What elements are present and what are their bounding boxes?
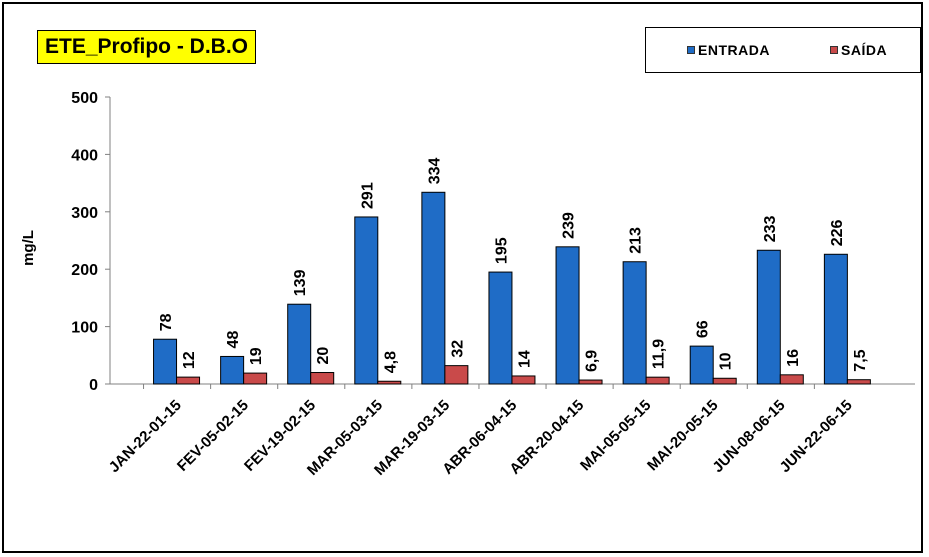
data-label-saida: 6,9 [584, 350, 601, 372]
legend-item-entrada: ENTRADA [687, 42, 770, 58]
data-label-entrada: 78 [158, 313, 175, 331]
bar-entrada [756, 249, 781, 385]
bar-entrada [220, 355, 245, 385]
y-tick-label: 300 [71, 205, 98, 222]
y-tick-label: 400 [71, 147, 98, 164]
x-category-label: JAN-22-01-15 [106, 397, 185, 476]
bar-saida [377, 380, 402, 385]
legend: ENTRADA SAÍDA [645, 27, 921, 73]
chart-title: ETE_Profipo - D.B.O [37, 30, 257, 64]
bar-saida [712, 377, 737, 385]
data-label-entrada: 195 [493, 237, 510, 264]
bar-saida [444, 365, 469, 385]
bar-saida [243, 372, 268, 385]
bar-entrada [622, 261, 647, 385]
bar-entrada [823, 253, 848, 385]
data-label-saida: 10 [718, 352, 735, 370]
legend-item-saida: SAÍDA [830, 42, 887, 58]
bar-saida [310, 372, 335, 385]
bar-saida [511, 375, 536, 385]
bar-saida [645, 376, 670, 385]
x-category-label: MAI-05-05-15 [577, 397, 654, 474]
y-tick-label: 200 [71, 262, 98, 279]
legend-label-saida: SAÍDA [841, 42, 888, 58]
bar-entrada [354, 216, 379, 385]
data-label-saida: 19 [248, 347, 265, 365]
bar-entrada [421, 191, 446, 385]
data-label-saida: 11,9 [651, 339, 668, 369]
bar-saida [578, 379, 603, 385]
data-label-saida: 7,5 [852, 349, 869, 371]
data-label-saida: 16 [785, 349, 802, 367]
data-label-entrada: 66 [695, 320, 712, 338]
data-label-entrada: 334 [426, 157, 443, 184]
y-tick-label: 100 [71, 320, 98, 337]
data-label-saida: 12 [181, 351, 198, 369]
y-axis-label: mg/L [20, 230, 37, 266]
data-label-entrada: 233 [762, 215, 779, 242]
data-label-saida: 4,8 [382, 351, 399, 373]
legend-swatch-saida [830, 46, 838, 54]
bar-entrada [488, 271, 513, 385]
y-tick-label: 0 [89, 377, 98, 394]
data-label-saida: 20 [315, 347, 332, 365]
data-label-entrada: 226 [829, 219, 846, 246]
bar-entrada [689, 345, 714, 385]
legend-label-entrada: ENTRADA [698, 42, 770, 58]
data-label-entrada: 213 [628, 227, 645, 254]
bar-saida [176, 376, 201, 385]
data-label-saida: 14 [516, 350, 533, 368]
data-label-entrada: 291 [359, 182, 376, 209]
legend-swatch-entrada [687, 46, 695, 54]
data-label-entrada: 48 [225, 331, 242, 349]
data-label-entrada: 139 [292, 269, 309, 296]
bar-entrada [153, 338, 178, 385]
bar-saida [846, 379, 871, 385]
data-label-entrada: 239 [561, 212, 578, 239]
bar-saida [779, 374, 804, 385]
bar-entrada [287, 303, 312, 385]
data-label-saida: 32 [449, 340, 466, 358]
y-tick-label: 500 [71, 90, 98, 107]
bar-entrada [555, 246, 580, 385]
